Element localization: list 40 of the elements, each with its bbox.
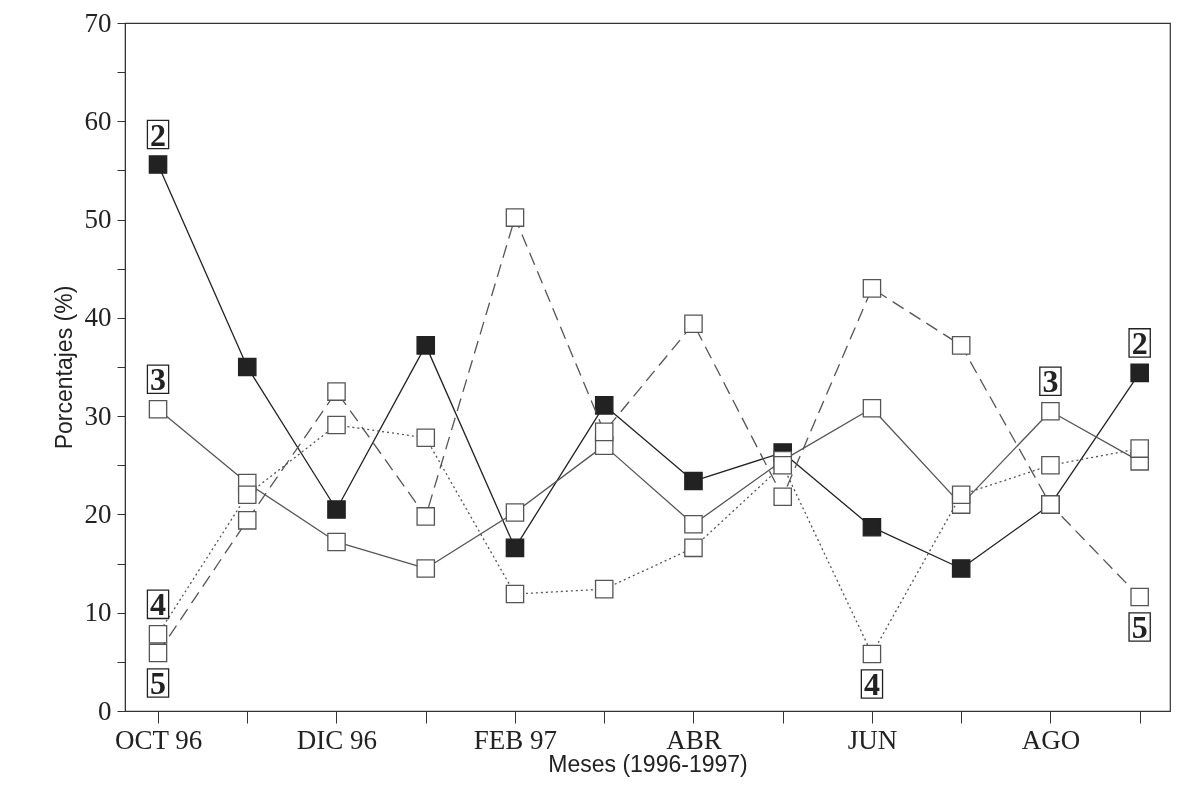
- text: 3: [150, 361, 167, 398]
- y-tick-label: 10: [84, 597, 112, 628]
- point: [951, 485, 971, 505]
- text: 5: [1131, 608, 1148, 645]
- series-label: 4: [150, 586, 167, 623]
- y-tick-label: 30: [84, 400, 112, 431]
- point: [684, 471, 703, 491]
- point: [327, 500, 346, 519]
- point: [862, 517, 882, 537]
- point: [594, 422, 614, 442]
- point: [862, 398, 882, 418]
- y-tick-label: 50: [84, 204, 112, 235]
- text: 4: [863, 665, 880, 702]
- point: [416, 336, 436, 355]
- y-axis-title: Porcentajes (%): [50, 285, 77, 450]
- point: [862, 644, 882, 664]
- point: [505, 538, 525, 558]
- y-tick-label: 70: [84, 7, 112, 38]
- point: [1130, 363, 1149, 383]
- point: [237, 357, 257, 377]
- point: [416, 559, 436, 578]
- y-tick-label: 20: [84, 498, 112, 529]
- x-tick-label: OCT 96: [114, 724, 203, 755]
- x-tick-label: DIC 96: [296, 724, 378, 755]
- series-label: 3: [1042, 363, 1059, 400]
- y-tick-label: 60: [84, 105, 112, 136]
- point: [594, 396, 614, 415]
- x-tick-label: AGO: [1021, 724, 1081, 755]
- point: [773, 455, 793, 475]
- series-label: 2: [150, 116, 167, 153]
- point: [148, 155, 168, 174]
- point: [237, 485, 257, 505]
- point: [505, 503, 525, 522]
- text: 2: [1131, 324, 1148, 361]
- x-tick-label: JUN: [847, 724, 898, 755]
- series-label: 5: [150, 665, 167, 702]
- y-tick-label: 40: [84, 302, 112, 333]
- y-tick-label: 0: [98, 695, 112, 726]
- point: [416, 507, 436, 526]
- point: [951, 559, 971, 578]
